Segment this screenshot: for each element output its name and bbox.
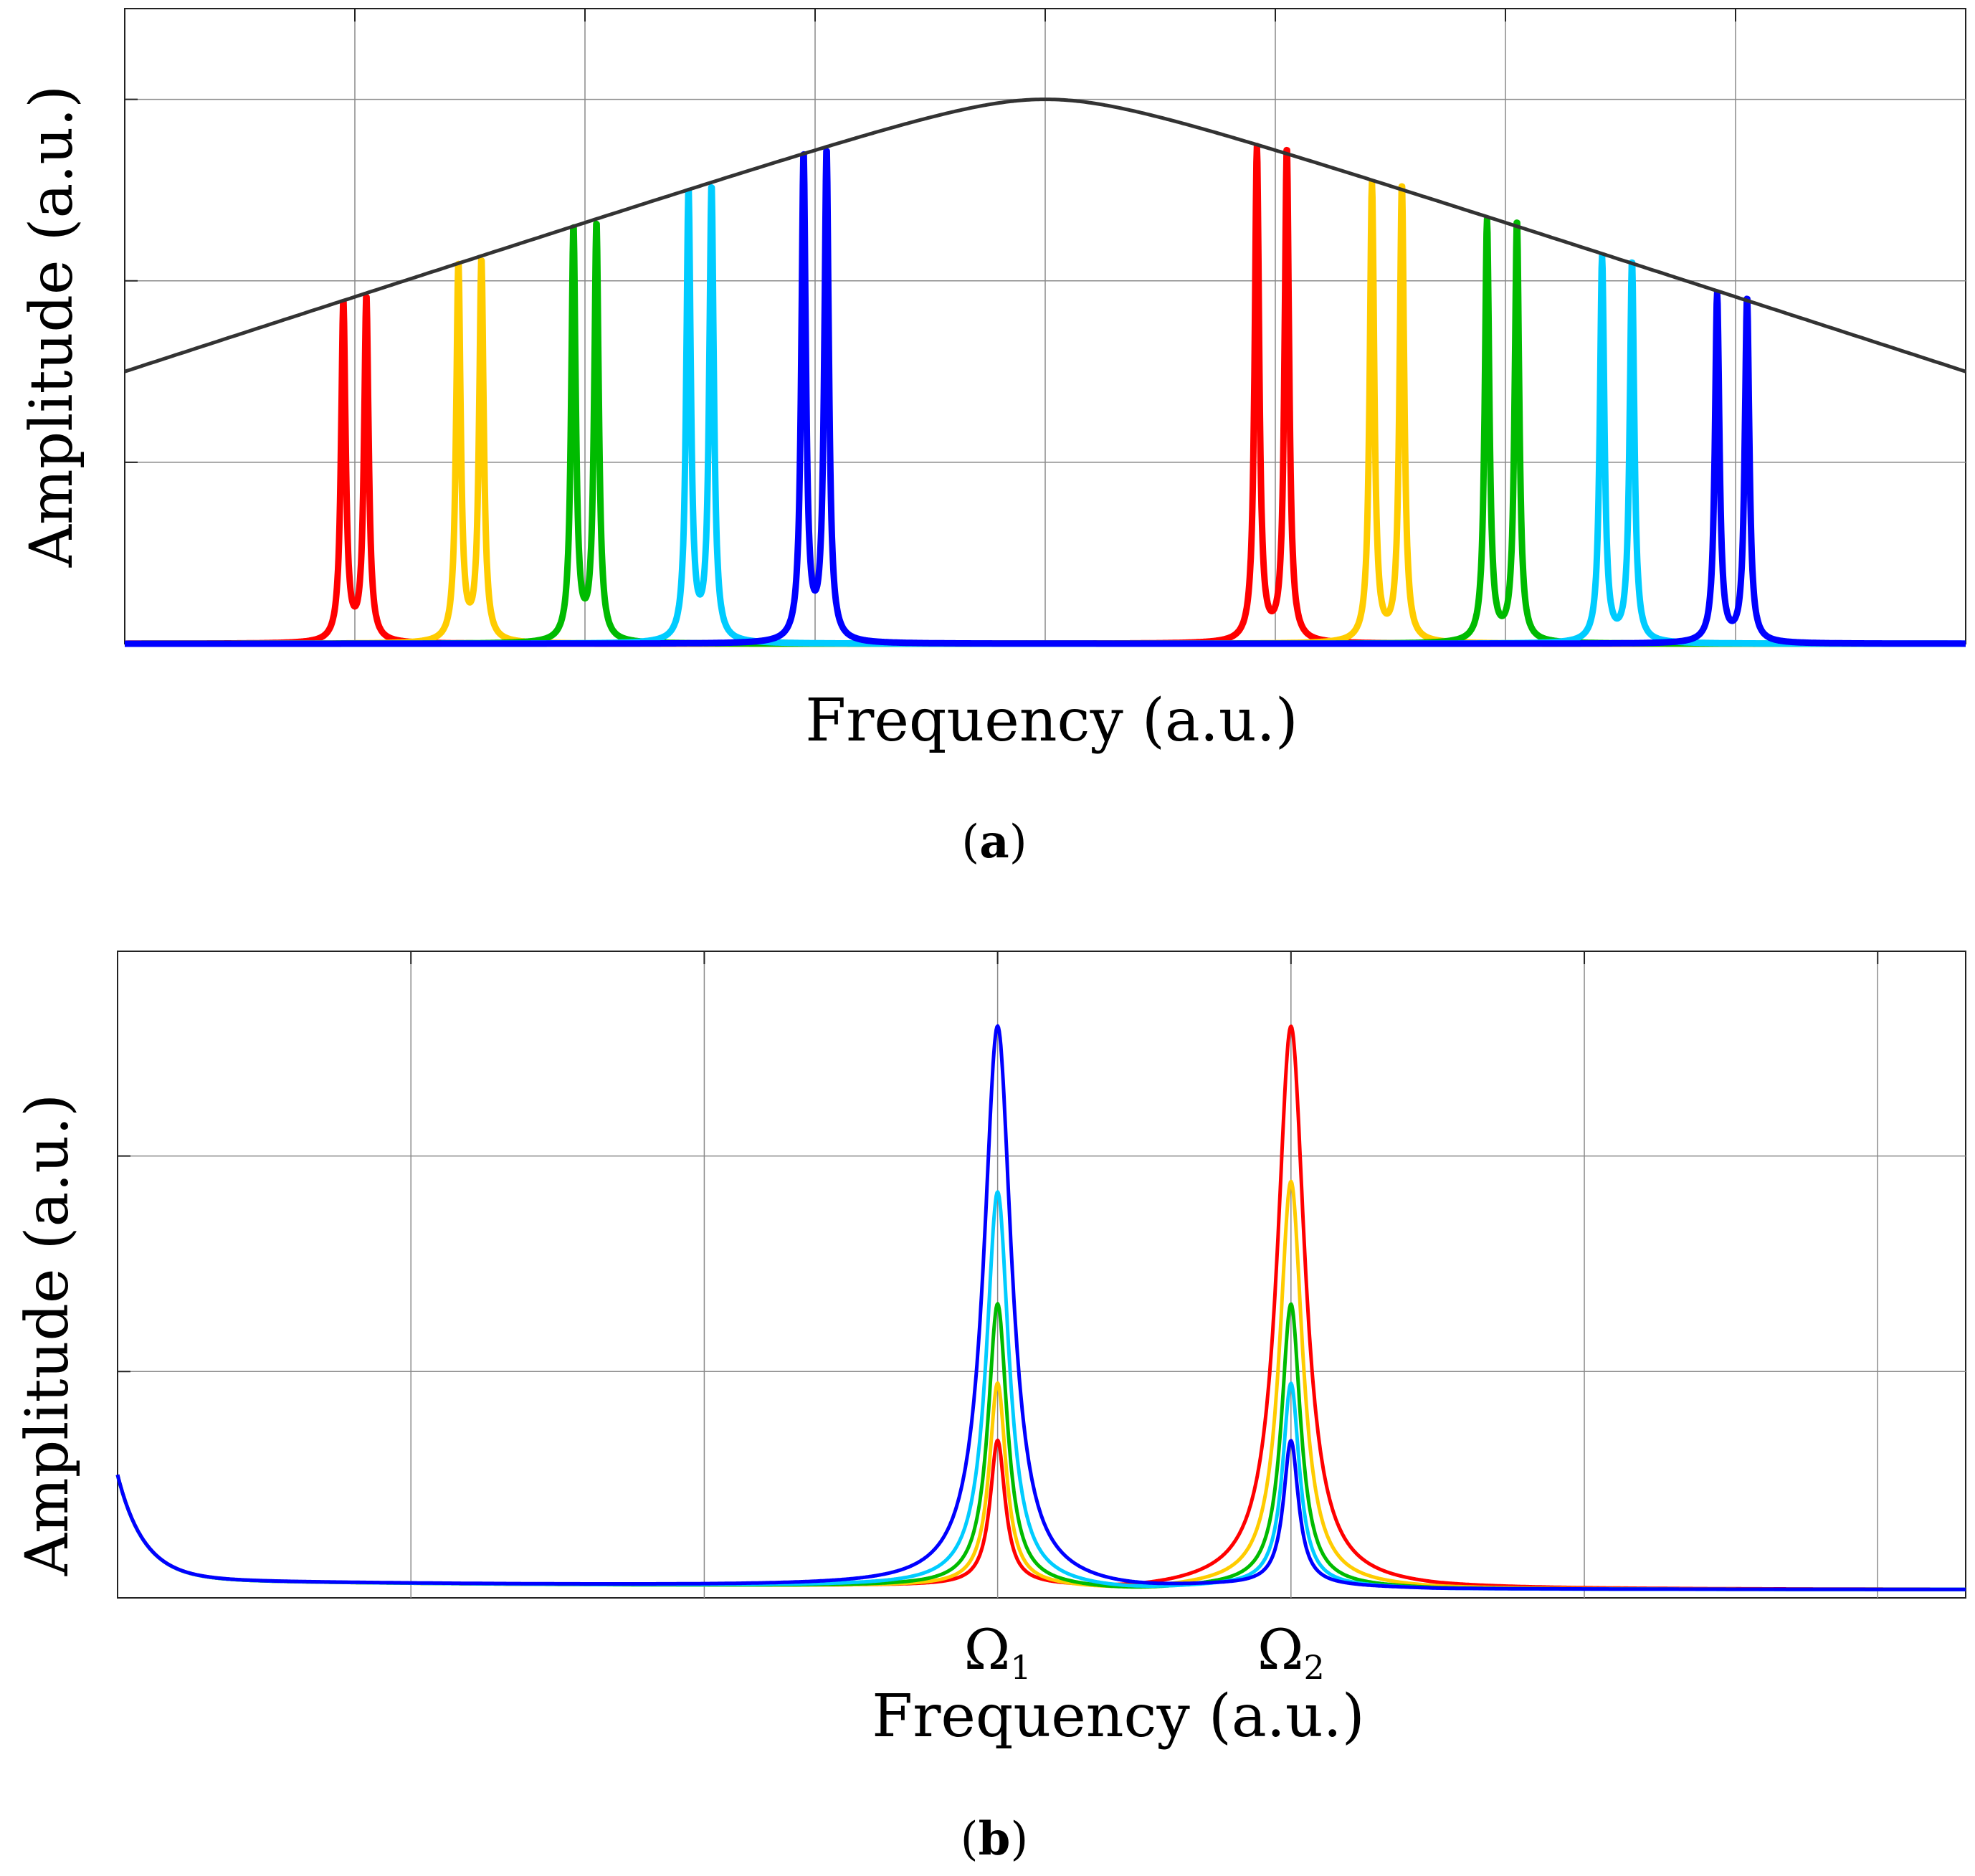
omega-subscript: 1 (1010, 1648, 1031, 1687)
panel-a-letter: a (979, 815, 1009, 869)
panel-a-ylabel: Amplitude (a.u.) (18, 85, 86, 568)
panel-b-chart: Ω1 Ω2 Amplitude (a.u.) Frequency (a.u.) (… (14, 951, 1967, 1866)
panel-b-ticks (118, 951, 1879, 1373)
panel-b-tick-labels: Ω1 Ω2 (964, 1618, 1325, 1687)
panel-a-series (122, 143, 1969, 647)
panel-b-grid (118, 951, 1966, 1598)
panel-b-series-blue (115, 1024, 1967, 1591)
panel-b-letter: b (979, 1812, 1011, 1866)
panel-b-label: (b) (961, 1812, 1029, 1866)
panel-a-envelope-line (124, 97, 1966, 373)
panel-b-xlabel: Frequency (a.u.) (872, 1682, 1364, 1751)
panel-a-envelope (124, 97, 1966, 373)
panel-a-series-blue (122, 148, 1969, 647)
panel-b-series (115, 1024, 1967, 1591)
panel-b-tick-label-omega-2: Ω2 (1257, 1618, 1325, 1687)
omega-symbol: Ω (1257, 1618, 1304, 1682)
omega-symbol: Ω (964, 1618, 1011, 1682)
panel-a-label: (a) (961, 815, 1027, 869)
panel-b-tick-label-omega-1: Ω1 (964, 1618, 1032, 1687)
panel-a-ticks (125, 9, 1736, 463)
panel-a-chart: Amplitude (a.u.) Frequency (a.u.) (a) (18, 8, 1969, 869)
panel-a-xlabel: Frequency (a.u.) (805, 687, 1298, 755)
panel-b-plot-frame (117, 951, 1966, 1599)
omega-subscript: 2 (1304, 1648, 1325, 1687)
panel-b-ylabel: Amplitude (a.u.) (14, 1094, 82, 1577)
